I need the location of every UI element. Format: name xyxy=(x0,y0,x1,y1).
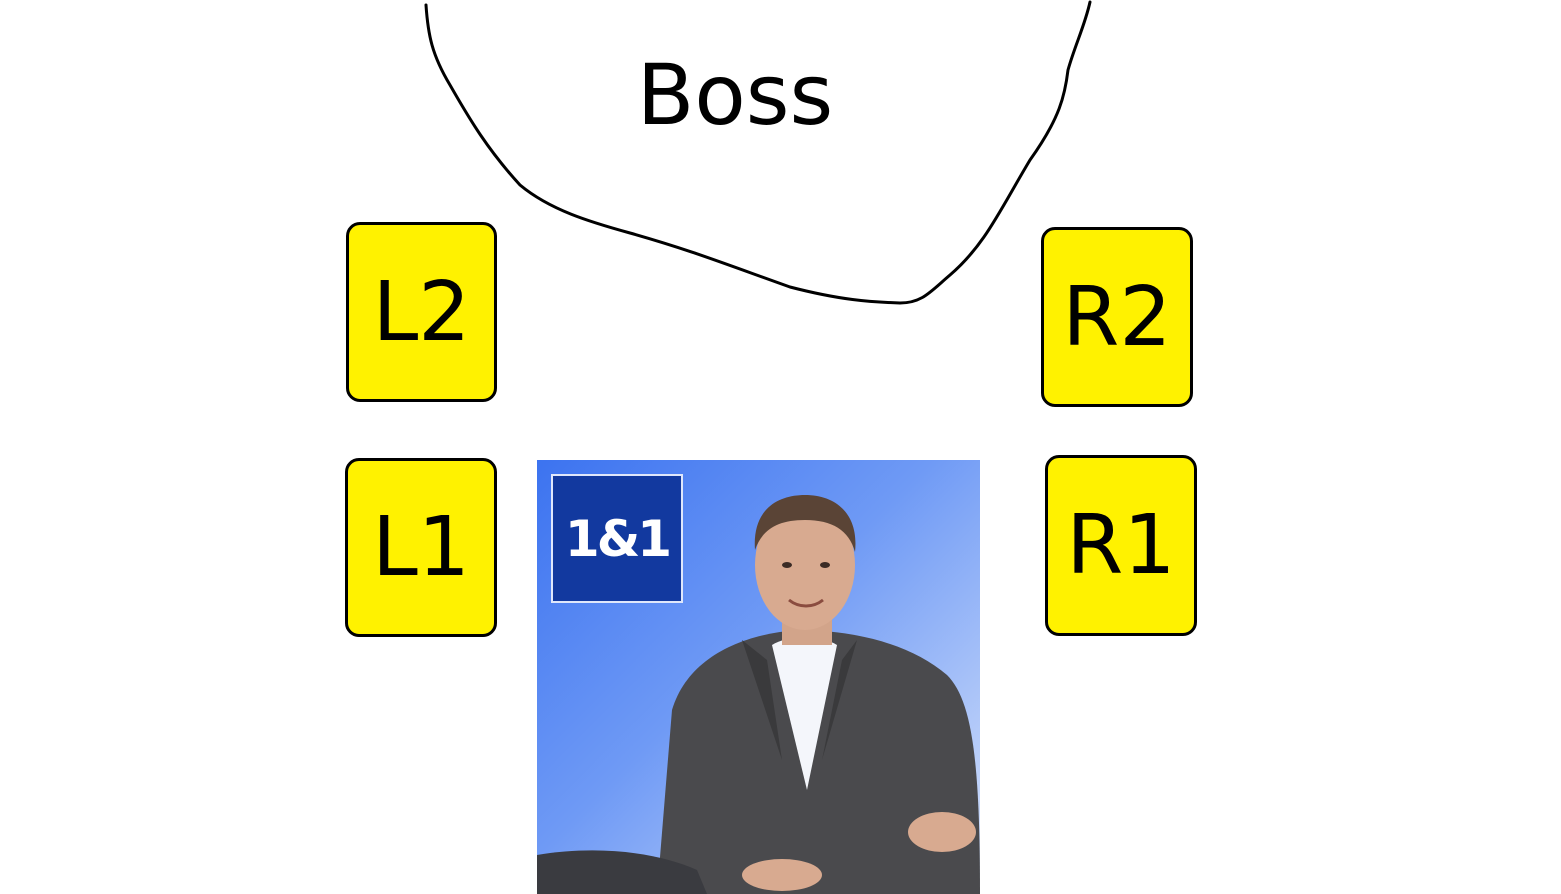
seat-box-l2: L2 xyxy=(346,222,497,402)
boss-label: Boss xyxy=(636,46,834,144)
person-illustration xyxy=(537,495,980,894)
seat-label-l2: L2 xyxy=(372,264,471,360)
seat-box-r1: R1 xyxy=(1045,455,1197,636)
person-photo: 1&1 xyxy=(537,460,980,894)
seat-label-r1: R1 xyxy=(1066,498,1176,593)
brand-logo: 1&1 xyxy=(551,474,683,603)
seat-label-r2: R2 xyxy=(1062,269,1172,365)
seat-box-l1: L1 xyxy=(345,458,497,637)
brand-logo-text: 1&1 xyxy=(564,509,672,568)
seat-label-l1: L1 xyxy=(372,500,470,595)
seat-box-r2: R2 xyxy=(1041,227,1193,407)
